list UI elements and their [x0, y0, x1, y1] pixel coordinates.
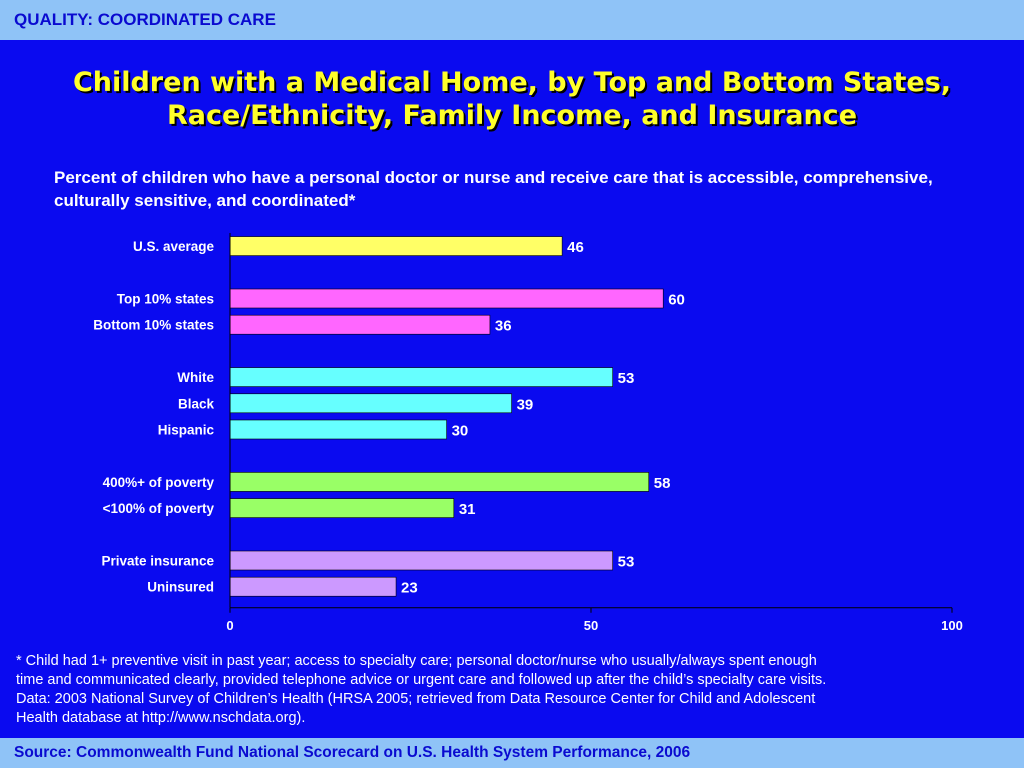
source-text: Source: Commonwealth Fund National Score…	[14, 744, 691, 761]
bar-3	[229, 367, 613, 387]
footnote: * Child had 1+ preventive visit in past …	[16, 652, 1006, 728]
x-tick-label-1: 50	[584, 618, 598, 633]
value-label-4: 39	[517, 396, 534, 413]
value-label-2: 36	[495, 318, 512, 335]
bar-1	[229, 288, 664, 309]
value-label-9: 23	[401, 580, 418, 597]
bar-5	[229, 419, 447, 440]
value-label-1: 60	[668, 292, 685, 309]
bar-9	[229, 576, 397, 597]
footnote-line-2: time and communicated clearly, provided …	[16, 672, 827, 688]
slide-title-line-2: Race/Ethnicity, Family Income, and Insur…	[166, 100, 858, 131]
bar-7	[229, 498, 455, 518]
footnote-line-4: Health database at http://www.nschdata.o…	[16, 710, 306, 726]
bar-6	[229, 472, 650, 492]
value-label-6: 58	[654, 475, 671, 492]
value-label-0: 46	[567, 239, 584, 256]
x-tick-label-2: 100	[941, 618, 963, 633]
bar-chart: U.S. average 46 Top 10% states 60 Bottom 10%…	[93, 233, 963, 633]
category-label-7: <100% of poverty	[103, 501, 215, 516]
value-label-3: 53	[618, 370, 635, 387]
value-label-5: 30	[452, 423, 469, 440]
footnote-line-3: Data: 2003 National Survey of Children’s…	[16, 691, 816, 707]
bar-0	[229, 236, 563, 256]
category-label-4: Black	[178, 396, 215, 411]
footer-bar: Source: Commonwealth Fund National Score…	[0, 738, 1024, 768]
section-label: QUALITY: COORDINATED CARE	[14, 10, 276, 29]
category-label-6: 400%+ of poverty	[103, 475, 215, 490]
category-label-8: Private insurance	[101, 554, 214, 569]
header-bar: QUALITY: COORDINATED CARE	[0, 0, 1024, 40]
bar-4	[229, 393, 512, 414]
chart-subtitle: Percent of children who have a personal …	[54, 168, 933, 210]
footnote-line-1: * Child had 1+ preventive visit in past …	[16, 653, 817, 669]
value-label-8: 53	[618, 554, 635, 571]
category-label-9: Uninsured	[147, 580, 214, 595]
category-label-0: U.S. average	[133, 239, 215, 254]
slide-title-line-1: Children with a Medical Home, by Top and…	[72, 67, 952, 98]
category-label-2: Bottom 10% states	[93, 318, 214, 333]
x-tick-label-0: 0	[226, 618, 233, 633]
value-label-7: 31	[459, 501, 476, 518]
bar-8	[229, 550, 613, 571]
category-label-3: White	[177, 370, 214, 385]
category-label-5: Hispanic	[158, 423, 215, 438]
bar-2	[229, 314, 491, 335]
slide-title: Children with a Medical Home, by Top and…	[0, 66, 1024, 132]
category-label-1: Top 10% states	[117, 292, 214, 307]
